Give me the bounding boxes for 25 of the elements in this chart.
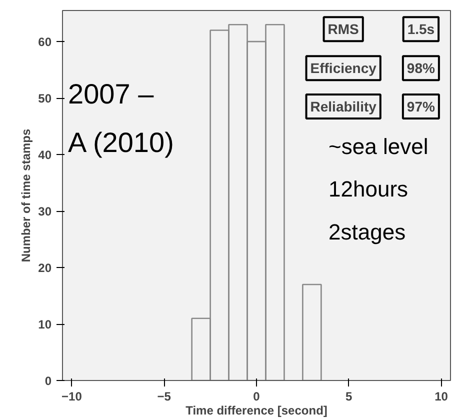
annotation: ~sea level <box>328 134 428 160</box>
annotation: 2007 – <box>68 78 154 110</box>
annotation: 12hours <box>328 176 408 202</box>
x-tick-label: 0 <box>253 390 260 404</box>
y-tick-label: 0 <box>44 374 52 388</box>
annotation: Reliability <box>310 98 377 115</box>
y-tick-label: 30 <box>38 204 52 219</box>
x-tick-label: −5 <box>157 390 172 404</box>
y-tick-label: 40 <box>38 148 52 162</box>
y-tick-label: 10 <box>38 318 52 332</box>
annotation: RMS <box>328 21 359 38</box>
annotation: 2stages <box>328 219 406 244</box>
annotation: 1.5s <box>407 21 435 38</box>
x-tick-label: 5 <box>346 390 353 404</box>
y-axis-title: Number of time stamps <box>19 128 34 262</box>
y-tick-label: 50 <box>38 92 52 106</box>
annotation: 98% <box>406 60 436 76</box>
x-axis-title: Time difference [second] <box>186 404 328 418</box>
x-tick-label: −10 <box>62 390 82 404</box>
y-tick-label: 20 <box>38 261 52 276</box>
annotation: Efficiency <box>310 60 377 76</box>
x-tick-label: 10 <box>434 390 448 404</box>
annotation: A (2010) <box>68 126 174 158</box>
annotation: 97% <box>406 98 436 115</box>
y-tick-label: 60 <box>38 35 52 50</box>
